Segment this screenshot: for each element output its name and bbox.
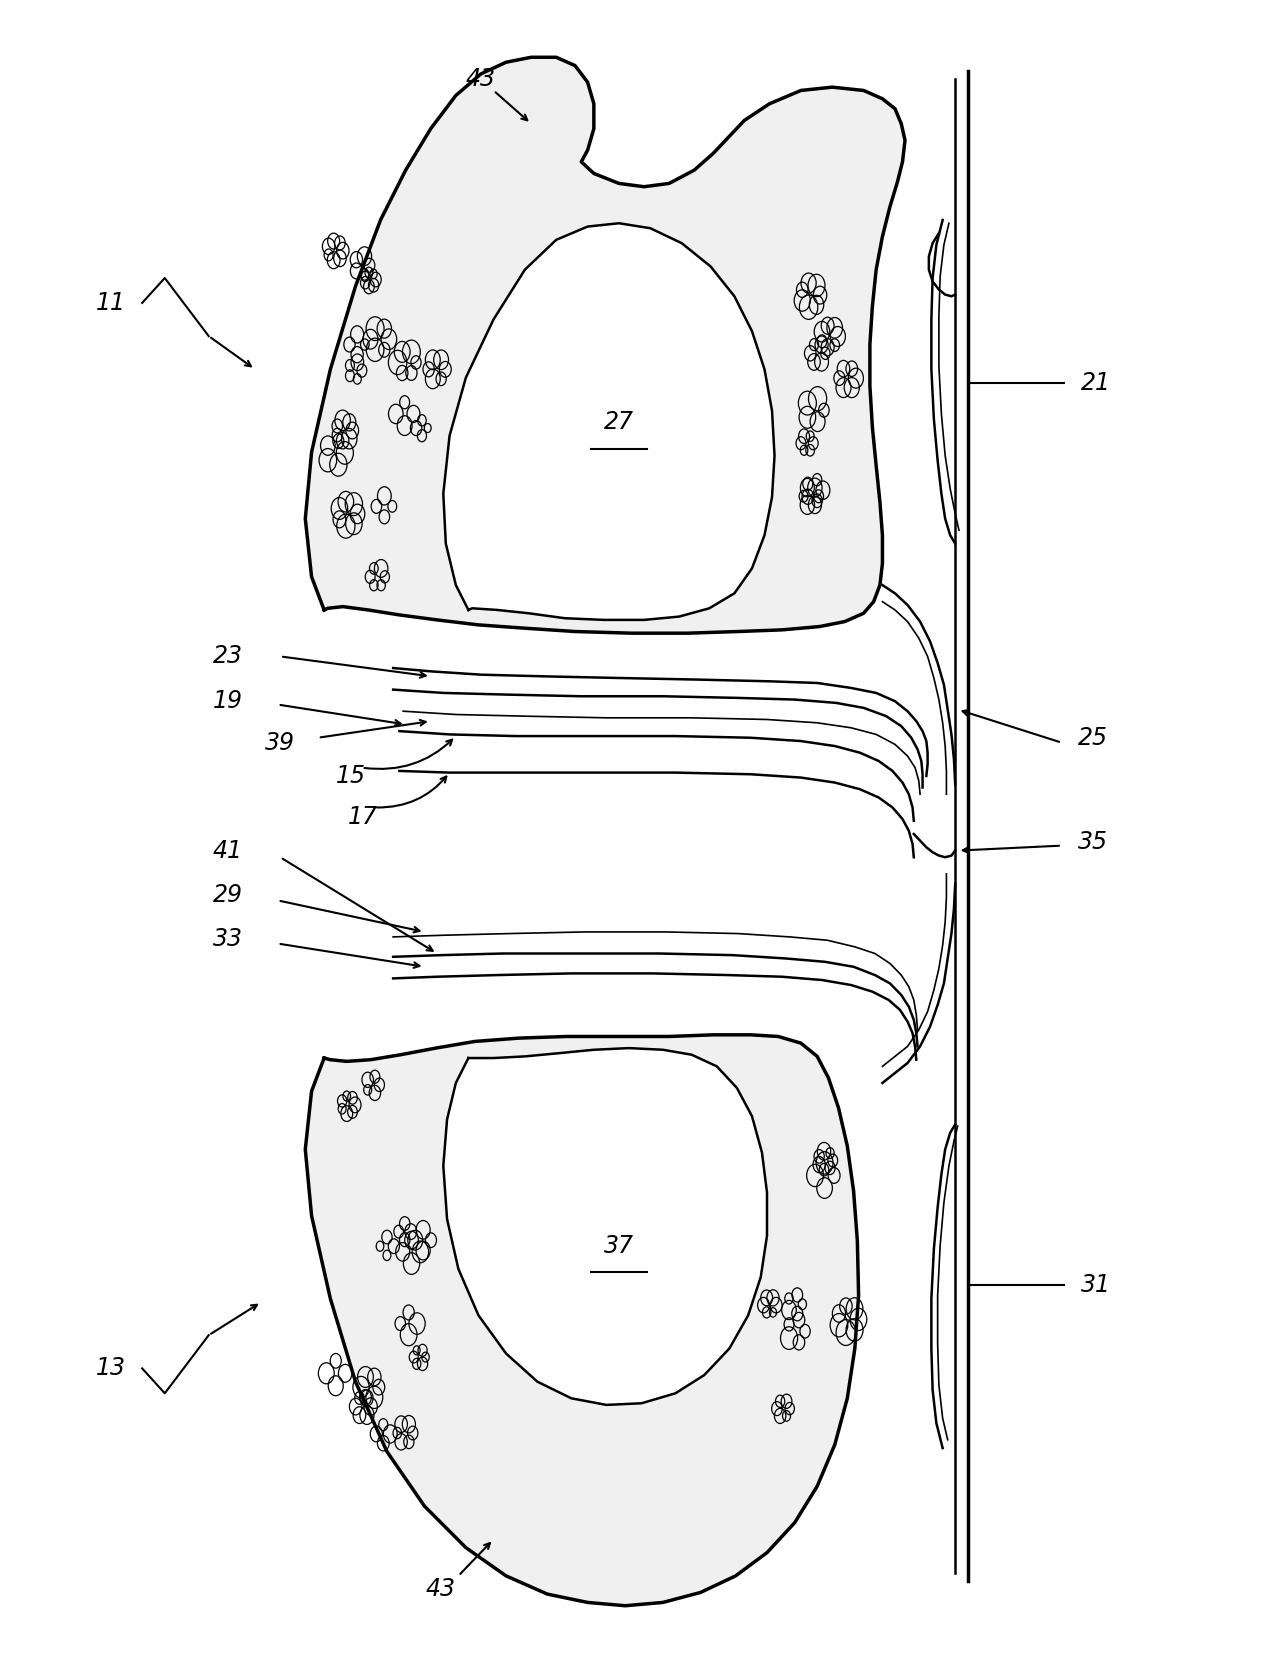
Text: 27: 27 xyxy=(604,410,634,434)
Text: 39: 39 xyxy=(265,731,296,754)
Text: 31: 31 xyxy=(1081,1273,1110,1298)
Text: 37: 37 xyxy=(604,1234,634,1258)
Text: 15: 15 xyxy=(336,764,365,787)
Text: 13: 13 xyxy=(96,1356,126,1381)
Text: 43: 43 xyxy=(466,67,496,90)
Text: 17: 17 xyxy=(349,806,378,829)
Text: 41: 41 xyxy=(212,839,242,862)
Text: 23: 23 xyxy=(212,644,242,669)
Text: 25: 25 xyxy=(1079,726,1108,749)
Text: 43: 43 xyxy=(426,1578,456,1601)
Text: 33: 33 xyxy=(212,926,242,951)
Polygon shape xyxy=(306,1034,859,1606)
Text: 35: 35 xyxy=(1079,831,1108,854)
Polygon shape xyxy=(306,57,906,634)
Polygon shape xyxy=(443,224,774,620)
Text: 19: 19 xyxy=(212,689,242,714)
Text: 29: 29 xyxy=(212,884,242,907)
Polygon shape xyxy=(443,1048,767,1404)
Text: 21: 21 xyxy=(1081,370,1110,395)
Text: 11: 11 xyxy=(96,290,126,315)
